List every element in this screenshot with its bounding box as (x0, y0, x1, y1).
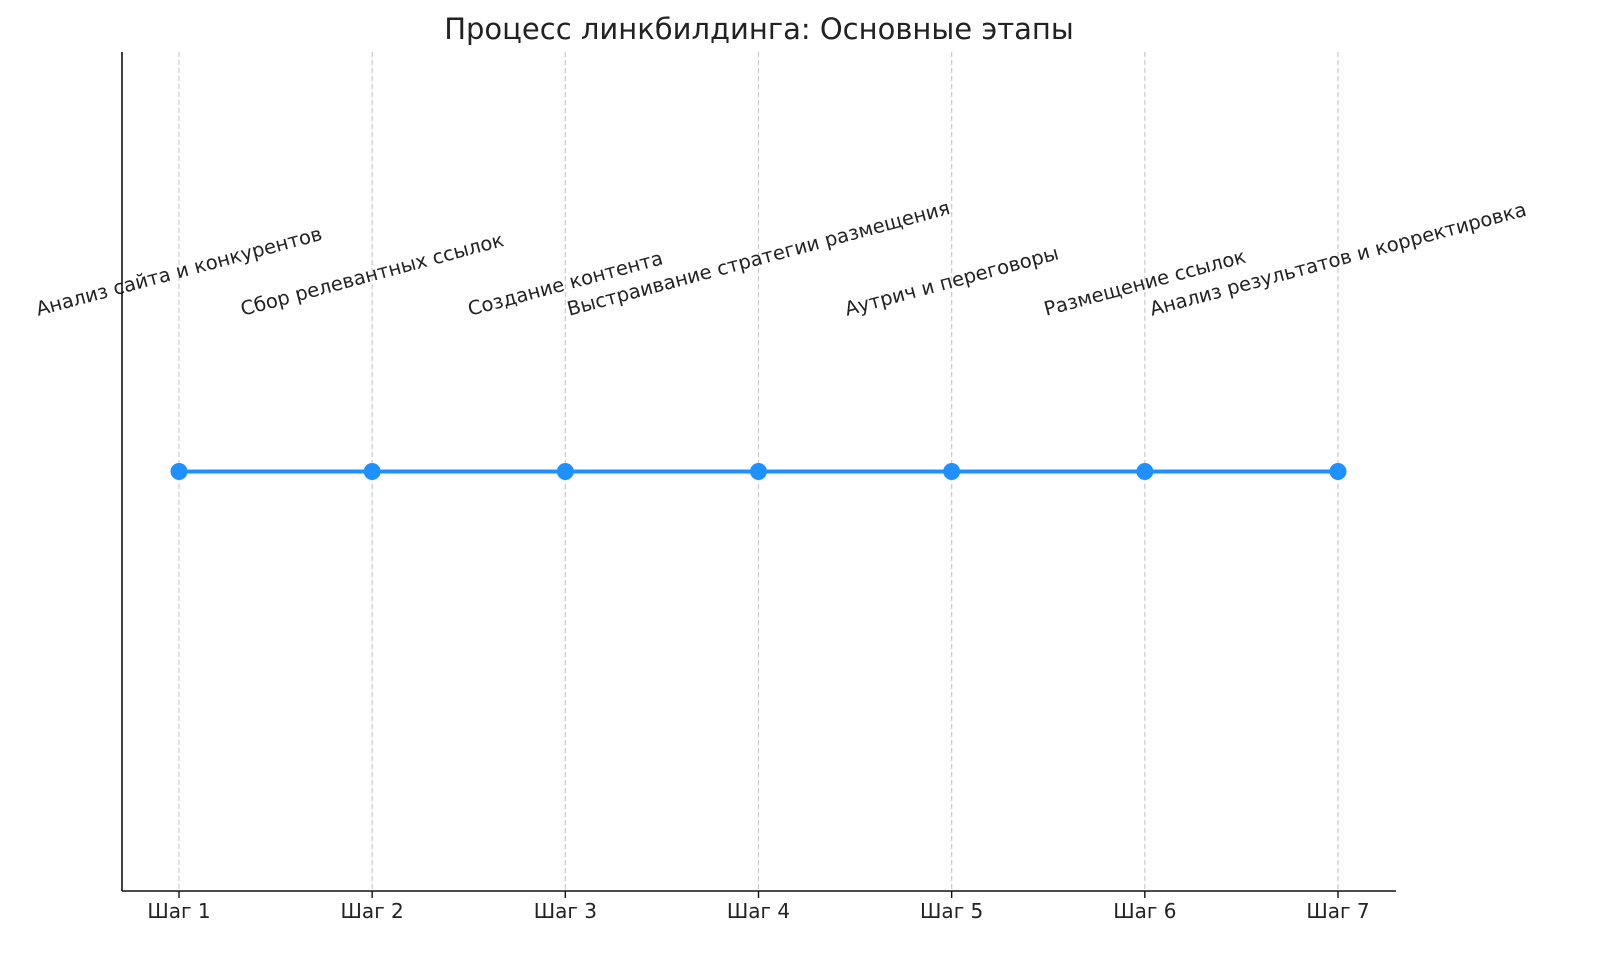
chart-title: Процесс линкбилдинга: Основные этапы (444, 12, 1074, 46)
series-line (170, 463, 1347, 480)
x-tick-label: Шаг 1 (147, 899, 210, 923)
data-point (943, 463, 961, 480)
x-tick-label: Шаг 2 (341, 899, 404, 923)
x-tick-label: Шаг 5 (920, 899, 983, 923)
data-point (170, 463, 188, 480)
data-point (750, 463, 767, 480)
data-point (556, 463, 574, 480)
x-tick-label: Шаг 3 (534, 899, 597, 923)
x-tick-label: Шаг 4 (727, 899, 790, 923)
x-tick-label: Шаг 6 (1113, 899, 1176, 923)
data-point (1329, 463, 1347, 480)
data-point (1136, 463, 1154, 480)
x-tick-label: Шаг 7 (1306, 899, 1369, 923)
data-point (363, 463, 381, 480)
x-ticks: Шаг 1 Шаг 2 Шаг 3 Шаг 4 Шаг 5 Шаг 6 Шаг 7 (147, 891, 1370, 923)
